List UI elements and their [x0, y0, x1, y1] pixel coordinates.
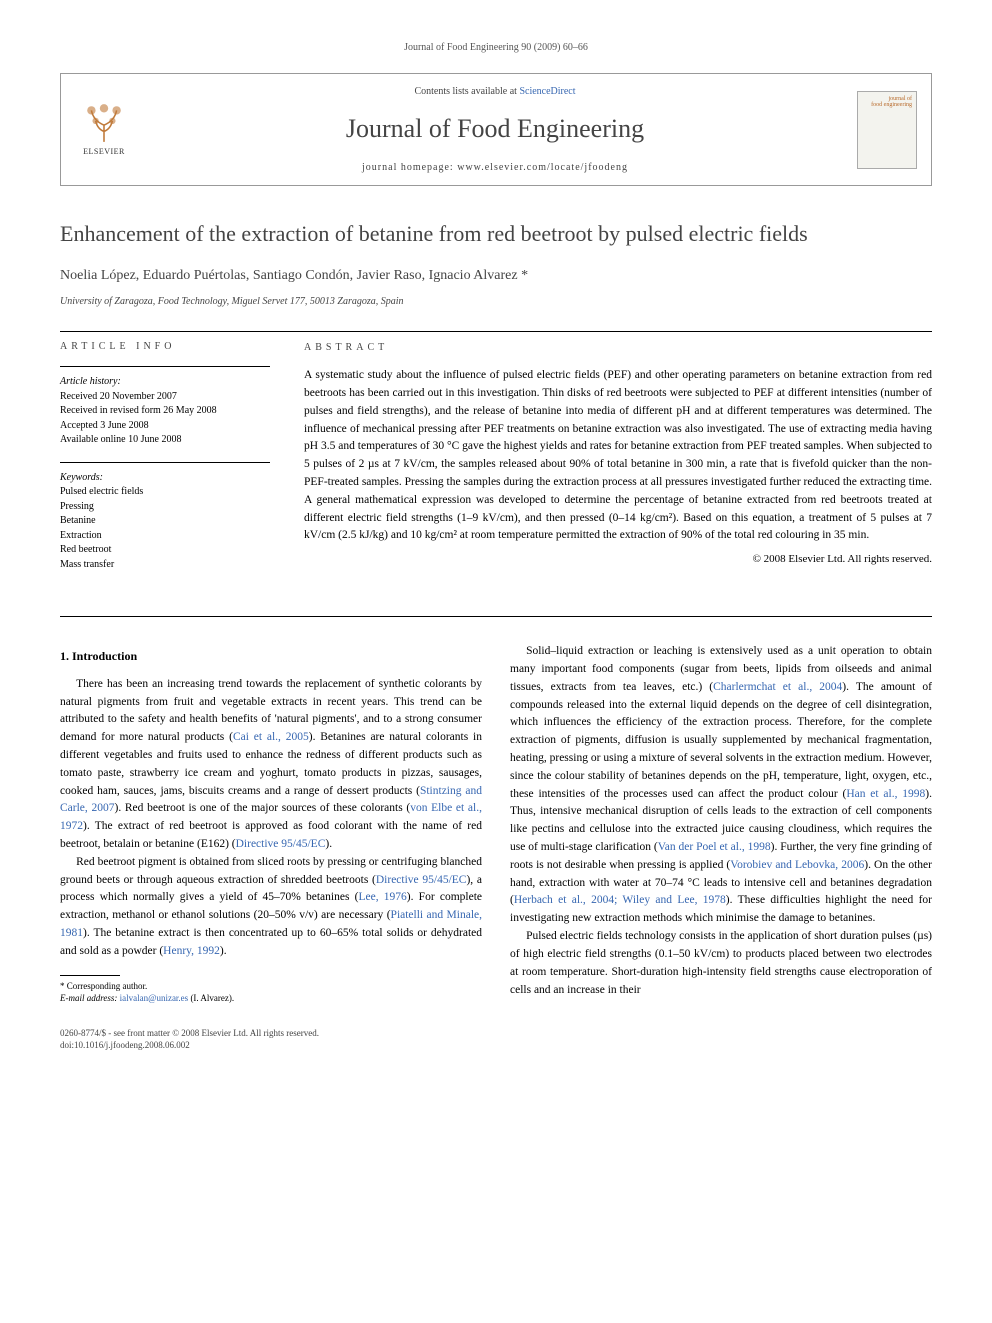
page-footer: 0260-8774/$ - see front matter © 2008 El…	[60, 1027, 932, 1052]
keywords-block: Keywords: Pulsed electric fields Pressin…	[60, 471, 270, 573]
cite-directive-2[interactable]: Directive 95/45/EC	[376, 874, 467, 886]
sciencedirect-link[interactable]: ScienceDirect	[519, 86, 575, 97]
banner-mid: Contents lists available at ScienceDirec…	[153, 84, 837, 175]
article-info-heading: ARTICLE INFO	[60, 340, 270, 355]
info-abstract-row: ARTICLE INFO Article history: Received 2…	[60, 340, 932, 587]
p2d: ). The betanine extract is then concentr…	[60, 927, 482, 957]
elsevier-logo: ELSEVIER	[75, 98, 133, 162]
abstract-heading: ABSTRACT	[304, 340, 932, 356]
cover-line-2: food engineering	[871, 102, 912, 109]
cite-cai-2005[interactable]: Cai et al., 2005	[233, 731, 309, 743]
keyword-4: Red beetroot	[60, 543, 270, 558]
article-history-block: Article history: Received 20 November 20…	[60, 375, 270, 448]
intro-para-2: Red beetroot pigment is obtained from sl…	[60, 854, 482, 961]
journal-banner: ELSEVIER Contents lists available at Sci…	[60, 73, 932, 186]
rule-bottom	[60, 616, 932, 617]
keyword-5: Mass transfer	[60, 558, 270, 573]
cite-charlermchat-2004[interactable]: Charlermchat et al., 2004	[713, 681, 842, 693]
article-title: Enhancement of the extraction of betanin…	[60, 220, 932, 249]
keyword-3: Extraction	[60, 529, 270, 544]
journal-homepage-line: journal homepage: www.elsevier.com/locat…	[153, 160, 837, 175]
intro-para-1: There has been an increasing trend towar…	[60, 676, 482, 854]
body-two-column: 1. Introduction There has been an increa…	[60, 643, 932, 1005]
abstract-copyright: © 2008 Elsevier Ltd. All rights reserved…	[304, 551, 932, 568]
email-label: E-mail address:	[60, 993, 117, 1003]
cite-herbach-wiley[interactable]: Herbach et al., 2004; Wiley and Lee, 197…	[514, 894, 726, 906]
keyword-2: Betanine	[60, 514, 270, 529]
homepage-url: www.elsevier.com/locate/jfoodeng	[457, 162, 628, 173]
corresponding-author-footnote: * Corresponding author. E-mail address: …	[60, 980, 482, 1005]
section-1-heading: 1. Introduction	[60, 647, 482, 666]
journal-cover-thumbnail: journal of food engineering	[857, 91, 917, 169]
history-received: Received 20 November 2007	[60, 390, 270, 405]
p3b: ). The amount of compounds released into…	[510, 681, 932, 800]
rule-top	[60, 331, 932, 332]
cite-han-1998[interactable]: Han et al., 1998	[846, 788, 925, 800]
intro-para-4: Pulsed electric fields technology consis…	[510, 928, 932, 999]
cite-henry-1992[interactable]: Henry, 1992	[163, 945, 220, 957]
abstract-text: A systematic study about the influence o…	[304, 367, 932, 545]
banner-left: ELSEVIER	[75, 98, 133, 162]
corr-author-label: * Corresponding author.	[60, 980, 482, 993]
footer-front-matter: 0260-8774/$ - see front matter © 2008 El…	[60, 1027, 932, 1040]
cite-vanderpoel-1998[interactable]: Van der Poel et al., 1998	[658, 841, 771, 853]
history-accepted: Accepted 3 June 2008	[60, 419, 270, 434]
email-who: (I. Alvarez).	[190, 993, 234, 1003]
contents-available-line: Contents lists available at ScienceDirec…	[153, 84, 837, 99]
running-head: Journal of Food Engineering 90 (2009) 60…	[60, 40, 932, 55]
rule-info-1	[60, 366, 270, 367]
history-online: Available online 10 June 2008	[60, 433, 270, 448]
corr-author-email[interactable]: ialvalan@unizar.es	[120, 993, 189, 1003]
cite-lee-1976[interactable]: Lee, 1976	[358, 891, 406, 903]
elsevier-wordmark: ELSEVIER	[83, 146, 125, 158]
article-info-column: ARTICLE INFO Article history: Received 2…	[60, 340, 270, 587]
keywords-label: Keywords:	[60, 471, 270, 486]
p2e: ).	[220, 945, 227, 957]
keyword-0: Pulsed electric fields	[60, 485, 270, 500]
contents-prefix: Contents lists available at	[414, 86, 519, 97]
journal-name: Journal of Food Engineering	[153, 109, 837, 148]
article-history-label: Article history:	[60, 375, 270, 390]
history-revised: Received in revised form 26 May 2008	[60, 404, 270, 419]
elsevier-tree-icon	[83, 102, 125, 144]
cite-vorobiev-2006[interactable]: Vorobiev and Lebovka, 2006	[730, 859, 864, 871]
affiliation: University of Zaragoza, Food Technology,…	[60, 294, 932, 309]
rule-info-2	[60, 462, 270, 463]
footnote-separator	[60, 975, 120, 976]
keyword-1: Pressing	[60, 500, 270, 515]
footer-doi: doi:10.1016/j.jfoodeng.2008.06.002	[60, 1039, 932, 1052]
abstract-column: ABSTRACT A systematic study about the in…	[304, 340, 932, 587]
homepage-prefix: journal homepage:	[362, 162, 457, 173]
p1c: ). Red beetroot is one of the major sour…	[114, 802, 410, 814]
cite-directive-1[interactable]: Directive 95/45/EC	[236, 838, 326, 850]
author-list: Noelia López, Eduardo Puértolas, Santiag…	[60, 265, 932, 286]
p1e: ).	[325, 838, 332, 850]
intro-para-3: Solid–liquid extraction or leaching is e…	[510, 643, 932, 928]
